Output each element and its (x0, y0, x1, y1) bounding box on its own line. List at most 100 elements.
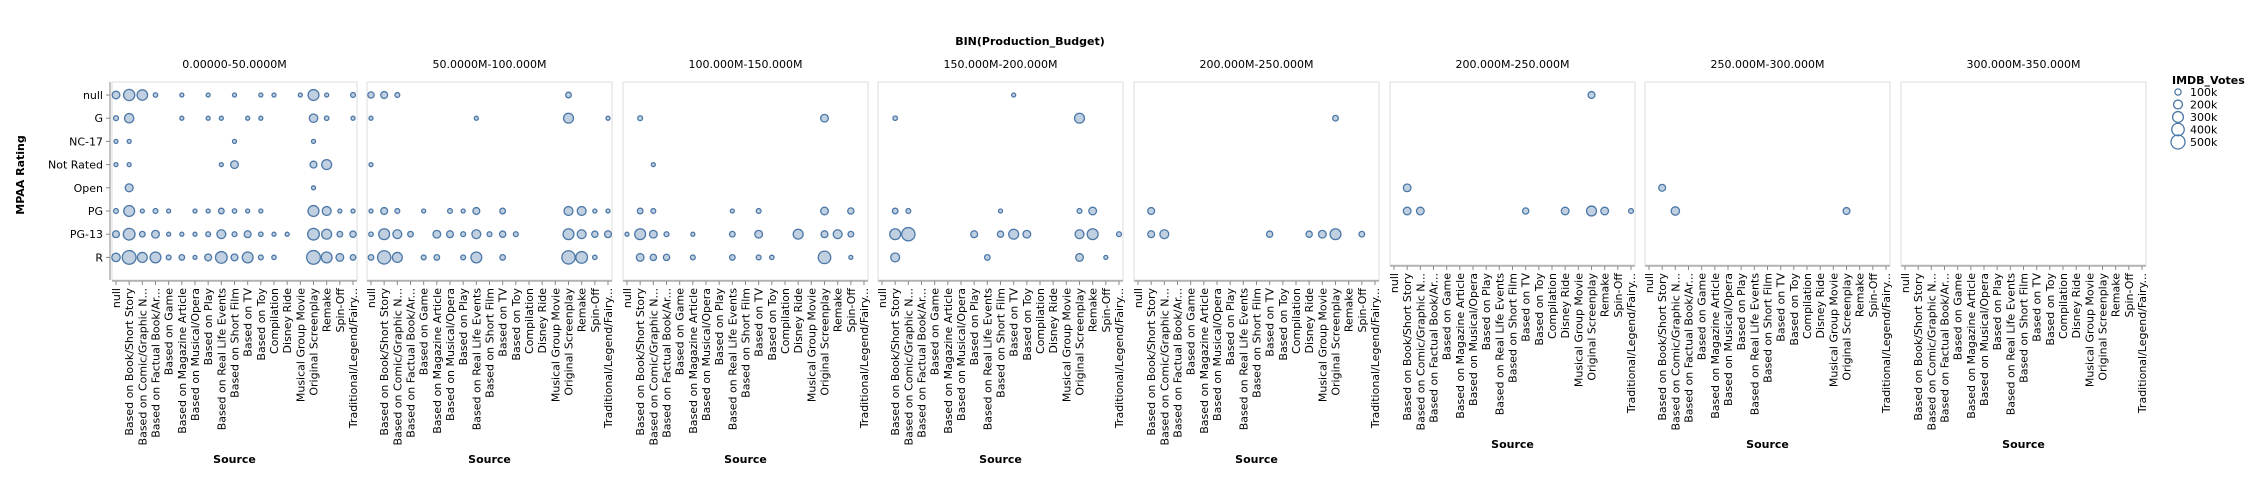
data-point (367, 253, 375, 261)
x-tick-label: Remake (1087, 288, 1100, 332)
data-point (305, 249, 322, 265)
data-point (308, 113, 319, 124)
x-tick-label: Based on Short Film (1762, 273, 1775, 383)
x-tick-label: Traditional/Legend/Fairy... (1369, 288, 1382, 429)
data-point (218, 115, 224, 121)
data-point (1073, 112, 1086, 124)
x-tick-label: Based on Musical/Opera (1211, 288, 1224, 421)
data-point (1076, 207, 1083, 215)
x-tick-label: Spin-Off (589, 288, 602, 333)
x-tick-label: Based on Play (202, 288, 215, 366)
x-tick-label: Based on Game (418, 288, 431, 375)
legend-symbol (2174, 88, 2182, 96)
y-tick-label: R (95, 251, 103, 264)
data-point (112, 207, 120, 215)
facet-label: 0.00000-50.0000M (182, 58, 286, 71)
x-tick-label: Original Screenplay (819, 288, 832, 396)
data-point (113, 138, 119, 145)
data-point (637, 115, 644, 122)
x-tick-label: Based on Factual Book/Ar... (1939, 273, 1952, 423)
facet-panel: 150.000M-200.000M null Based on Book/Short… (876, 58, 1126, 466)
x-tick-label: Musical Group Movie (1316, 288, 1329, 402)
data-point (178, 253, 186, 261)
x-tick-label: Based on Short Film (1507, 273, 1520, 383)
facet-frame (1389, 81, 1636, 266)
x-tick-label: Based on Musical/Opera (1467, 273, 1480, 406)
x-tick-label: Based on Short Film (995, 288, 1008, 398)
data-point (983, 253, 991, 261)
x-tick-label: Original Screenplay (1330, 288, 1343, 396)
x-tick-label: Based on Game (1696, 273, 1709, 360)
data-point (367, 91, 375, 99)
x-tick-label: Musical Group Movie (294, 288, 307, 402)
data-point (136, 89, 149, 101)
x-tick-label: Traditional/Legend/Fairy... (858, 288, 871, 429)
x-tick-label: Compilation (523, 288, 536, 354)
x-tick-label: Based on Game (1952, 273, 1965, 360)
facet-panel: 300.000M-350.000M null Based on Book/Short… (1899, 58, 2149, 451)
facet-panel: 250.000M-300.000M null Based on Book/Short… (1643, 58, 1893, 451)
data-point (306, 227, 321, 241)
data-point (321, 205, 332, 217)
data-point (151, 229, 160, 239)
data-point (499, 207, 507, 215)
x-tick-label: Based on TV (753, 288, 766, 357)
data-point (126, 161, 132, 168)
data-point (149, 251, 162, 264)
data-point (996, 230, 1005, 238)
data-point (113, 161, 119, 168)
data-point (472, 206, 481, 216)
data-point (192, 231, 198, 237)
data-point (901, 226, 916, 242)
x-tick-label: Disney Ride (1814, 273, 1827, 339)
facet-label: 200.000M-250.000M (1200, 58, 1314, 71)
x-tick-label: Disney Ride (2070, 273, 2083, 339)
data-point (179, 92, 185, 98)
data-point (649, 253, 658, 262)
x-tick-label: Based on Real Life Events (1493, 273, 1506, 416)
facet-frame (366, 81, 613, 281)
data-point (380, 206, 389, 216)
facet-label: 150.000M-200.000M (944, 58, 1058, 71)
data-point (421, 208, 427, 214)
x-tick-label: Based on TV (242, 288, 255, 357)
x-tick-label: Remake (576, 288, 589, 332)
facet-frame (1644, 81, 1891, 266)
x-tick-label: Based on Play (1224, 288, 1237, 366)
data-point (214, 250, 228, 264)
x-tick-label: Spin-Off (845, 288, 858, 333)
data-point (1585, 205, 1598, 217)
x-tick-label: Based on Musical/Opera (1722, 273, 1735, 406)
data-point (1521, 207, 1530, 215)
x-tick-label: Disney Ride (792, 288, 805, 354)
x-tick-label: Based on Real Life Events (470, 288, 483, 431)
x-tick-label: Based on Factual Book/Ar... (1428, 273, 1441, 423)
data-point (1600, 206, 1610, 216)
x-tick-label: Based on Book/Short Story (1401, 273, 1414, 421)
data-point (391, 251, 403, 263)
x-tick-label: Original Screenplay (1586, 273, 1599, 381)
data-point (165, 254, 172, 261)
data-point (378, 228, 391, 241)
x-tick-label: Musical Group Movie (1572, 273, 1585, 387)
x-tick-label: Spin-Off (2123, 273, 2136, 318)
data-point (368, 161, 374, 168)
x-tick-label: Based on Factual Book/Ar... (661, 288, 674, 438)
x-tick-label: Based on Toy (2044, 273, 2057, 346)
data-point (349, 91, 357, 99)
data-point (970, 230, 979, 239)
data-point (152, 207, 159, 215)
x-tick-label: Compilation (268, 288, 281, 354)
data-point (997, 208, 1004, 214)
data-point (376, 250, 392, 265)
data-point (420, 254, 427, 261)
data-point (407, 230, 414, 238)
x-tick-label: Spin-Off (1356, 288, 1369, 333)
legend-label: 300k (2190, 111, 2218, 124)
data-point (1159, 229, 1170, 240)
x-tick-label: Based on TV (2031, 273, 2044, 342)
x-tick-label: null (1132, 288, 1145, 308)
x-tick-label: Original Screenplay (1074, 288, 1087, 396)
data-point (1627, 207, 1635, 215)
data-point (445, 230, 455, 239)
